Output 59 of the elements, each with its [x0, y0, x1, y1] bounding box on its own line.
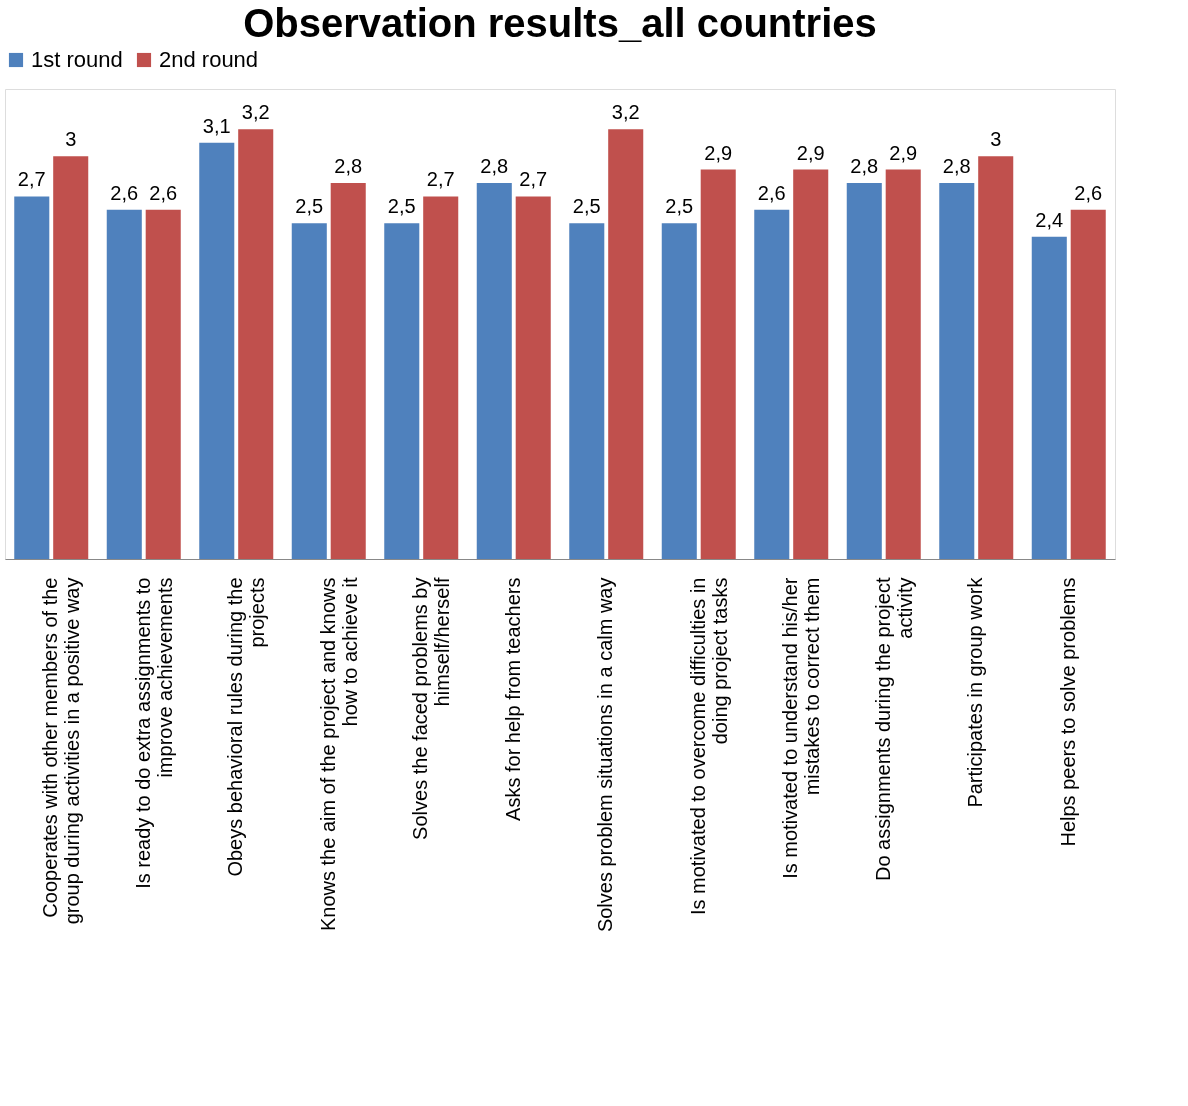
bar [1070, 209, 1106, 559]
data-label: 2,7 [426, 168, 455, 191]
data-label: 3,2 [241, 101, 270, 124]
data-label: 2,6 [149, 181, 178, 204]
data-label: 2,4 [1035, 208, 1064, 231]
x-tick-label: Cooperates with other members of the group during activities in a positive way [39, 577, 84, 925]
x-tick-label: Solves problem situations in a calm way [594, 577, 617, 933]
x-tick-label: Participates in group work [964, 576, 987, 808]
data-label: 2,5 [387, 195, 416, 218]
bar [661, 223, 697, 559]
bar [199, 142, 235, 559]
data-label: 3,2 [611, 101, 640, 124]
bar [939, 183, 975, 559]
x-tick-label: Do assignments during the project activity [871, 577, 916, 881]
bar [106, 209, 142, 559]
bar [1031, 236, 1067, 559]
data-label: 2,6 [110, 181, 139, 204]
bar [885, 169, 921, 559]
data-label: 2,9 [704, 141, 733, 164]
bar [700, 169, 736, 559]
data-label: 2,9 [889, 141, 918, 164]
data-label: 2,8 [850, 155, 879, 177]
bar [384, 223, 420, 559]
bar [423, 196, 459, 559]
x-tick-label: Helps peers to solve problems [1056, 577, 1079, 847]
bar [978, 156, 1014, 559]
bar [330, 183, 366, 559]
data-label: 2,5 [572, 195, 601, 218]
data-label: 3 [65, 128, 77, 151]
bar [53, 156, 89, 559]
data-label: 2,8 [480, 155, 509, 177]
bar [515, 196, 551, 559]
data-label: 2,9 [796, 141, 825, 164]
data-label: 2,6 [1074, 181, 1103, 204]
bar [793, 169, 829, 559]
data-label: 2,7 [519, 168, 548, 191]
data-label: 2,5 [665, 195, 694, 218]
bar [608, 129, 644, 559]
x-tick-label: Is motivated to overcome difficulties in doing project tasks [686, 577, 731, 916]
bar [14, 196, 50, 559]
data-label: 2,7 [17, 168, 46, 191]
data-label: 2,6 [757, 181, 786, 204]
data-label: 2,8 [942, 155, 971, 177]
bar [846, 183, 882, 559]
bar [569, 223, 605, 559]
bar [291, 223, 327, 559]
bar [145, 209, 181, 559]
legend-label: 2nd round [159, 47, 259, 72]
bar [754, 209, 790, 559]
data-label: 3,1 [202, 114, 231, 137]
legend-label: 1st round [31, 47, 123, 72]
data-label: 2,8 [334, 155, 363, 177]
data-label: 3 [990, 128, 1002, 151]
x-tick-label: Obeys behavioral rules during the projects [224, 577, 269, 877]
bar [238, 129, 274, 559]
bar [476, 183, 512, 559]
x-tick-label: Asks for help from teachers [501, 577, 524, 821]
data-label: 2,5 [295, 195, 324, 218]
chart-title: Observation results_all countries [243, 1, 877, 45]
